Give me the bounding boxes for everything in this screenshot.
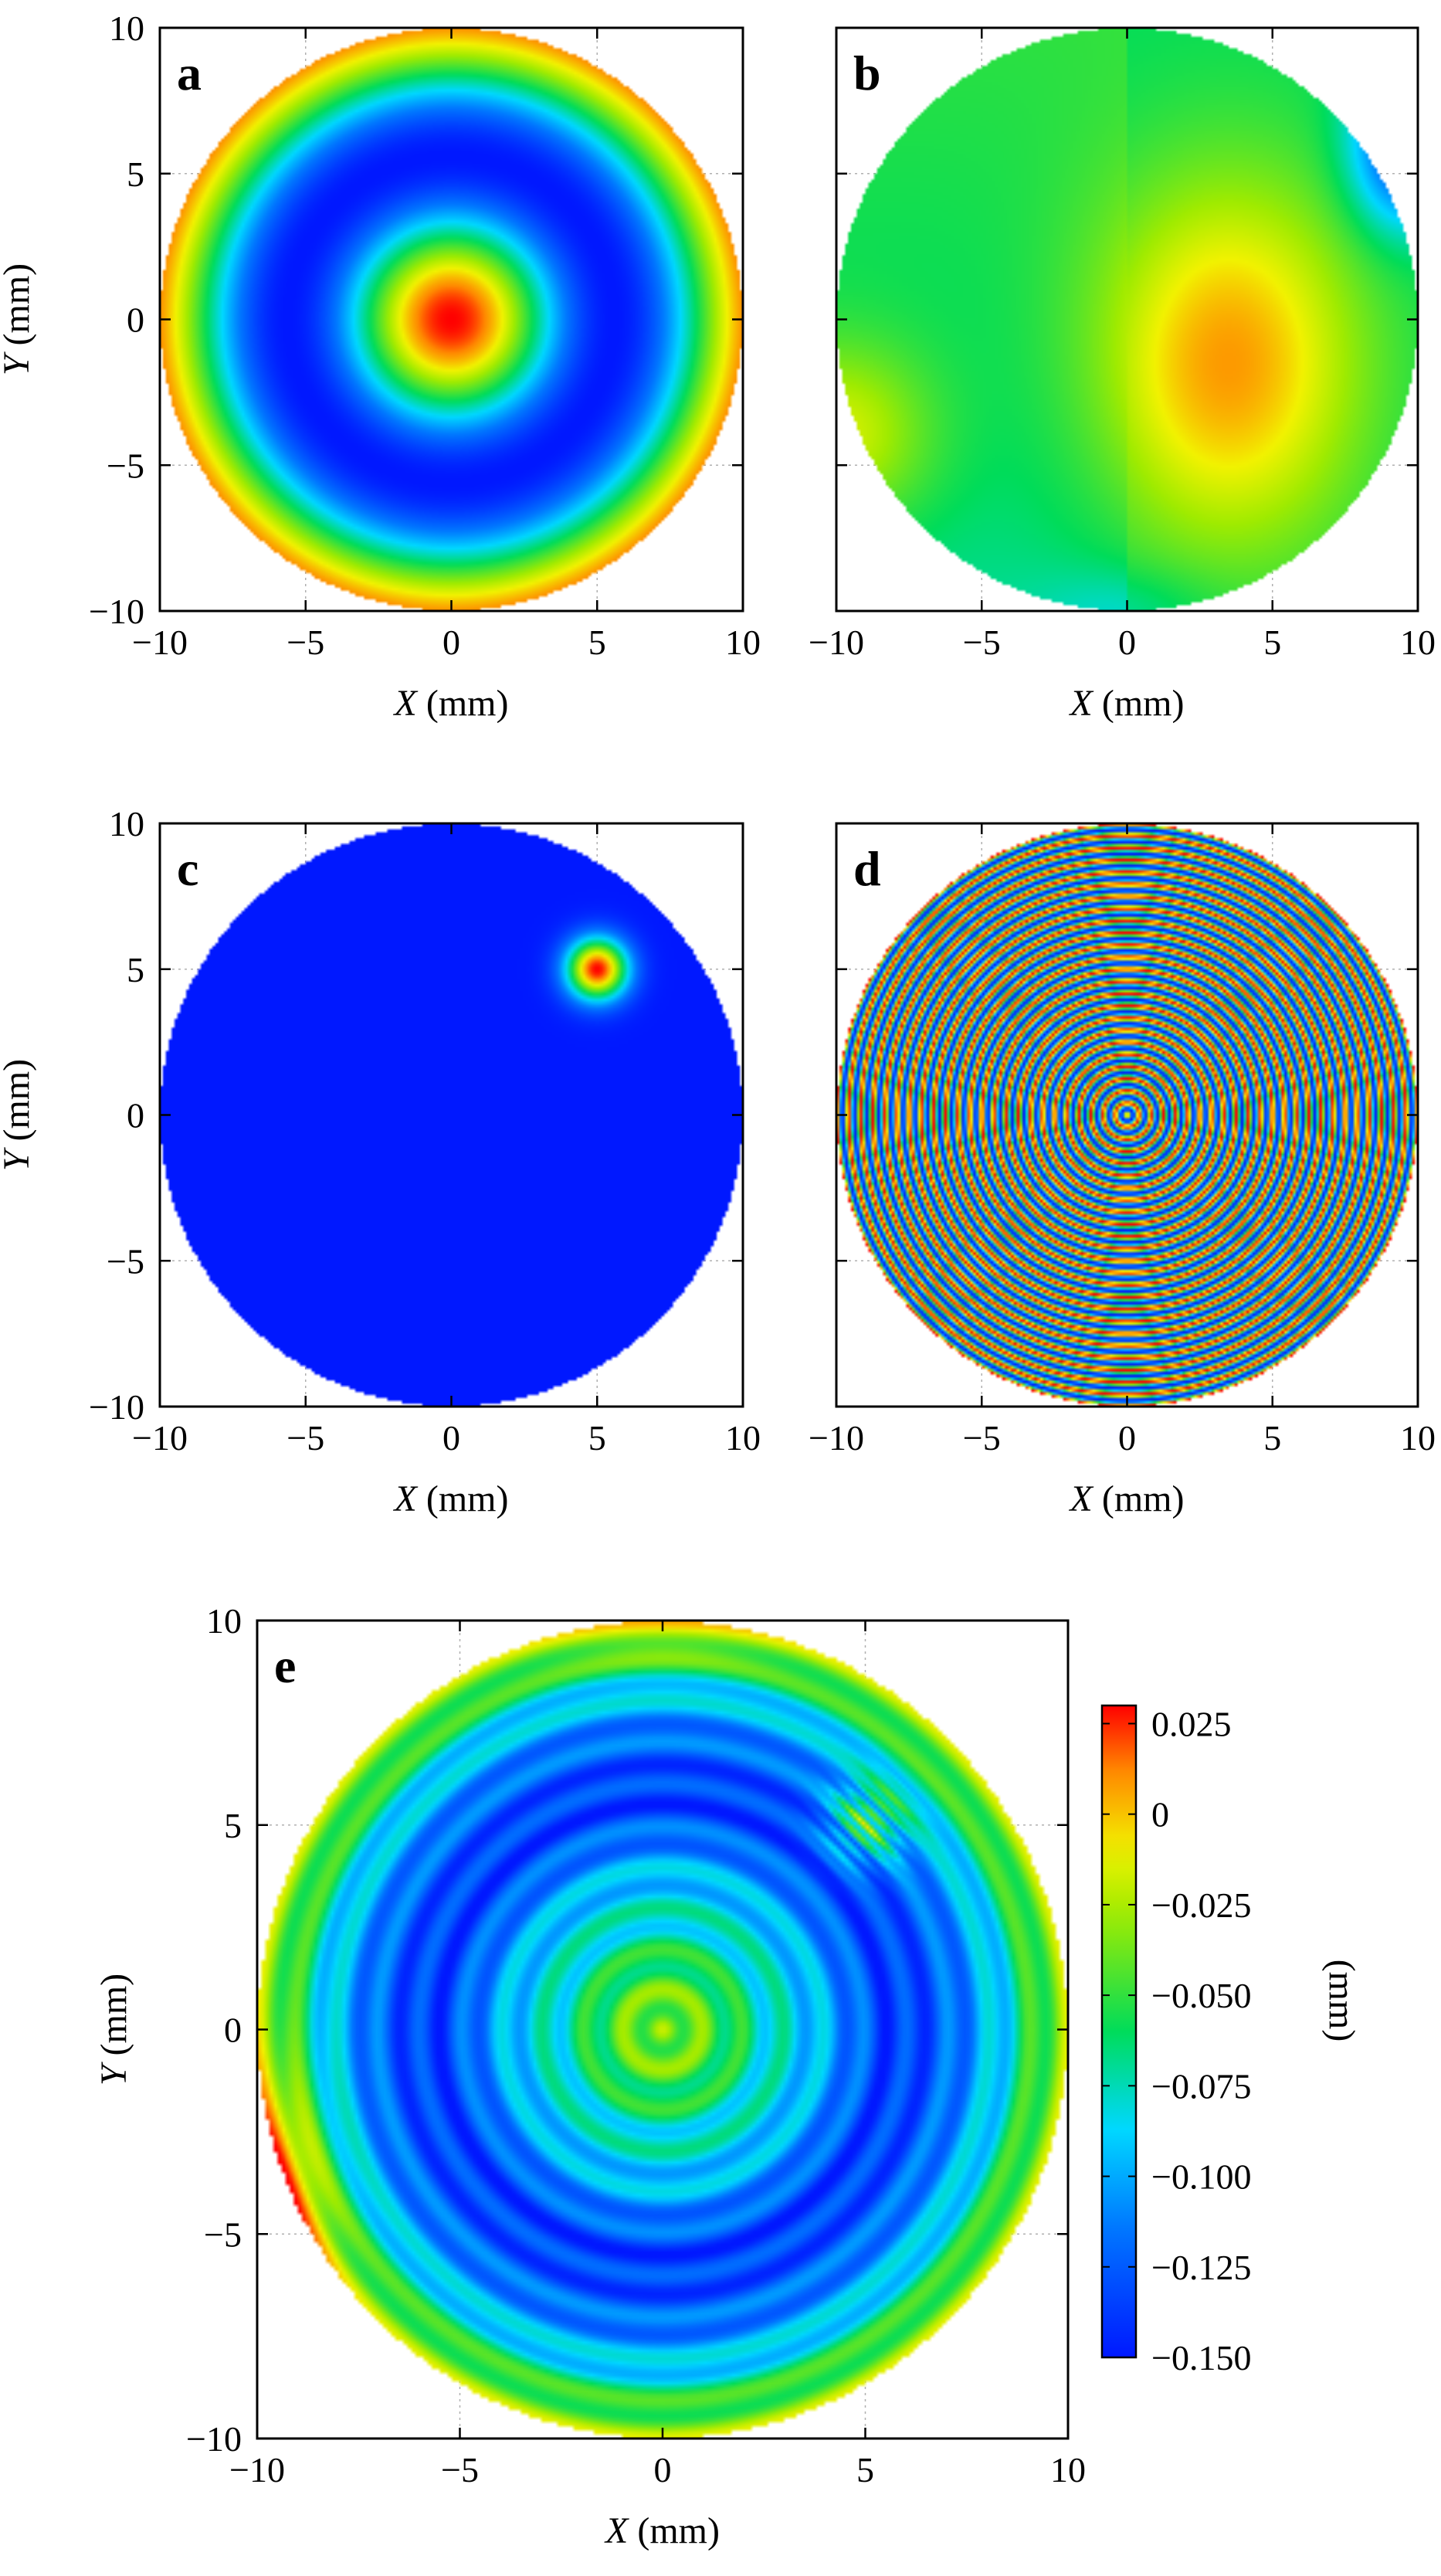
y-tick-label: 0 (127, 300, 144, 340)
heatmap-d (836, 823, 1418, 1407)
x-tick-label: 5 (588, 1418, 606, 1458)
y-tick-label: −10 (89, 1387, 144, 1427)
y-tick-label: −5 (107, 1241, 144, 1281)
x-tick-label: 0 (1118, 1418, 1136, 1458)
heatmap-b (836, 28, 1418, 611)
colorbar-tick-label: 0.025 (1151, 1704, 1232, 1743)
panel-letter: e (274, 1638, 296, 1693)
colorbar: 0.025 0 −0.025 −0.050 −0.075 −0.100 −0.125 −0.1… (1100, 1704, 1362, 2377)
panel-e: −10 −5 0 5 10 −10 −5 0 5 10 X (mm) Y (mm) e 0.025 0 −0.… (93, 1601, 1362, 2551)
x-tick-label: 10 (725, 623, 761, 662)
x-tick-label: −10 (809, 1418, 864, 1458)
colorbar-scale (1100, 1704, 1138, 2359)
y-tick-label: 10 (206, 1601, 242, 1641)
x-tick-label: 10 (1400, 623, 1436, 662)
panel-letter: c (177, 841, 198, 896)
x-tick-label: 0 (442, 623, 460, 662)
y-tick-label: 0 (127, 1096, 144, 1135)
colorbar-tick-label: −0.050 (1151, 1976, 1251, 2015)
y-tick-label: 5 (127, 154, 144, 194)
x-tick-label: 10 (725, 1418, 761, 1458)
x-tick-label: −10 (132, 1418, 188, 1458)
y-axis-title: Y (mm) (0, 263, 37, 375)
x-tick-label: −5 (963, 623, 1001, 662)
y-axis-title: Y (mm) (0, 1059, 37, 1171)
colorbar-title: (mm) (1321, 1960, 1362, 2042)
colorbar-tick-label: −0.100 (1151, 2157, 1251, 2197)
colorbar-tick-label: −0.075 (1151, 2066, 1251, 2106)
x-tick-label: 0 (1118, 623, 1136, 662)
colorbar-tick-label: −0.025 (1151, 1885, 1251, 1925)
y-tick-label: 10 (109, 804, 144, 843)
heatmap-e (257, 1621, 1068, 2439)
y-tick-label: 10 (109, 8, 144, 48)
panel-letter: b (853, 46, 881, 100)
y-tick-label: −5 (204, 2215, 242, 2254)
x-tick-label: 5 (588, 623, 606, 662)
x-tick-label: 0 (442, 1418, 460, 1458)
y-tick-label: 0 (224, 2011, 242, 2050)
x-tick-label: 0 (654, 2450, 672, 2489)
y-axis-title: Y (mm) (93, 1974, 134, 2086)
panel-letter: a (177, 46, 202, 100)
colorbar-tick-label: −0.125 (1151, 2248, 1251, 2287)
x-axis-title: X (mm) (393, 683, 509, 724)
x-tick-label: 5 (856, 2450, 874, 2489)
panel-a: −10 −5 0 5 10 −10 −5 0 5 10 X (mm) Y (mm) a (0, 8, 761, 724)
x-tick-label: 5 (1263, 1418, 1281, 1458)
y-tick-label: −10 (89, 592, 144, 631)
panel-d: −10 −5 0 5 10 X (mm) d (809, 822, 1436, 1519)
x-axis-title: X (mm) (1069, 1478, 1185, 1519)
y-tick-label: 5 (127, 950, 144, 989)
x-axis-title: X (mm) (1069, 683, 1185, 724)
panel-b: −10 −5 0 5 10 X (mm) b (809, 26, 1436, 724)
panel-letter: d (853, 841, 881, 896)
heatmap-c (160, 823, 743, 1407)
x-tick-label: −5 (441, 2450, 479, 2489)
x-axis-title: X (mm) (604, 2510, 720, 2551)
x-tick-label: −10 (229, 2450, 285, 2489)
y-tick-label: −10 (186, 2419, 242, 2459)
x-tick-label: −10 (809, 623, 864, 662)
x-tick-label: 10 (1400, 1418, 1436, 1458)
y-tick-label: 5 (224, 1806, 242, 1845)
colorbar-tick-label: 0 (1151, 1795, 1169, 1834)
x-tick-label: 10 (1050, 2450, 1086, 2489)
x-tick-label: 5 (1263, 623, 1281, 662)
colorbar-tick-label: −0.150 (1151, 2338, 1251, 2377)
x-tick-label: −5 (287, 1418, 324, 1458)
x-tick-label: −10 (132, 623, 188, 662)
y-tick-label: −5 (107, 446, 144, 485)
x-axis-title: X (mm) (393, 1478, 509, 1519)
x-tick-label: −5 (287, 623, 324, 662)
panel-c: −10 −5 0 5 10 −10 −5 0 5 10 X (mm) Y (mm) c (0, 804, 761, 1519)
x-tick-label: −5 (963, 1418, 1001, 1458)
heatmap-a (160, 28, 743, 611)
